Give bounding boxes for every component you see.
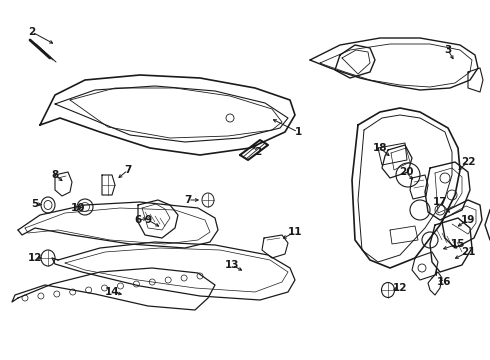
Text: 18: 18 [373, 143, 387, 153]
Text: 17: 17 [433, 197, 447, 207]
Text: 19: 19 [461, 215, 475, 225]
Text: 12: 12 [28, 253, 42, 263]
Text: 6: 6 [134, 215, 142, 225]
Text: 5: 5 [31, 199, 39, 209]
Text: 22: 22 [461, 157, 475, 167]
Text: 8: 8 [51, 170, 59, 180]
Text: 15: 15 [451, 239, 465, 249]
Text: 13: 13 [225, 260, 239, 270]
Text: 2: 2 [28, 27, 36, 37]
Text: 7: 7 [124, 165, 132, 175]
Text: 14: 14 [105, 287, 119, 297]
Text: 7: 7 [184, 195, 192, 205]
Text: 1: 1 [294, 127, 302, 137]
Text: 10: 10 [71, 203, 85, 213]
Text: 20: 20 [399, 167, 413, 177]
Text: 2: 2 [254, 147, 262, 157]
Text: 21: 21 [461, 247, 475, 257]
Text: 3: 3 [444, 45, 452, 55]
Text: 11: 11 [288, 227, 302, 237]
Text: 12: 12 [393, 283, 407, 293]
Text: 16: 16 [437, 277, 451, 287]
Text: 9: 9 [145, 215, 151, 225]
